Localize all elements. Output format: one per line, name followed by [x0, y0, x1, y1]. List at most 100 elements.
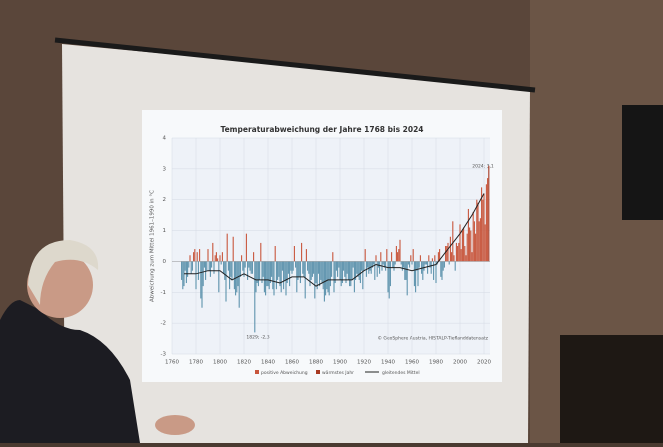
y-tick-label: 4	[163, 136, 167, 142]
bar	[386, 249, 388, 262]
bar	[190, 261, 192, 274]
bar	[369, 261, 371, 271]
bar	[189, 255, 191, 262]
bar	[367, 261, 369, 268]
y-tick-label: -3	[161, 352, 167, 358]
bar	[457, 246, 459, 262]
bar	[285, 261, 287, 296]
bar	[309, 261, 311, 287]
legend-swatch	[316, 370, 320, 374]
bar	[329, 261, 331, 287]
bar	[448, 261, 450, 265]
plot: -3 -2 -1 0 1 2 3 4 1760 1780 1800 1820 1840 1860 1880 1…	[161, 136, 492, 377]
bar	[193, 252, 195, 262]
bar	[295, 261, 297, 268]
bar	[394, 261, 396, 265]
bar	[463, 227, 465, 262]
bar	[363, 261, 365, 271]
bar	[460, 249, 462, 262]
bar	[442, 261, 444, 271]
bar	[261, 261, 263, 284]
bar	[196, 252, 198, 262]
x-tick-label: 1780	[189, 360, 203, 366]
bar	[325, 261, 327, 296]
bar	[387, 261, 389, 293]
bar	[423, 261, 425, 271]
bar	[320, 261, 322, 280]
bar	[243, 261, 245, 277]
bar	[484, 224, 486, 262]
bar	[249, 261, 251, 271]
plot-bg	[172, 138, 490, 354]
x-tick-label: 1860	[285, 360, 299, 366]
x-tick-label: 1760	[165, 360, 179, 366]
bar	[471, 252, 473, 262]
bar	[291, 261, 293, 274]
bar	[201, 261, 203, 308]
bar	[449, 236, 451, 262]
bar	[214, 255, 216, 262]
bar	[355, 261, 357, 280]
bar	[356, 261, 358, 274]
bar	[290, 261, 292, 271]
bar	[286, 261, 288, 284]
bar	[452, 221, 454, 262]
bar	[315, 261, 317, 284]
bar	[358, 261, 360, 280]
x-tick-label: 1920	[357, 360, 371, 366]
bar	[237, 261, 239, 287]
bar	[265, 261, 267, 296]
legend-label: gleitendes Mittel	[382, 370, 420, 376]
bar	[338, 261, 340, 268]
bar	[385, 261, 387, 271]
bar	[213, 261, 215, 274]
bar	[229, 261, 231, 290]
bar	[239, 261, 241, 277]
bar	[389, 261, 391, 287]
bar	[445, 246, 447, 262]
bar	[195, 261, 197, 290]
bar	[331, 261, 333, 277]
bar	[231, 261, 233, 280]
bar	[446, 246, 448, 262]
bar	[346, 261, 348, 274]
x-tick-label: 1940	[381, 360, 395, 366]
bar	[273, 261, 275, 296]
bar	[337, 261, 339, 277]
bar	[220, 261, 222, 265]
bar	[425, 261, 427, 265]
legend-label: wärmstes Jahr	[322, 370, 354, 376]
bar	[215, 252, 217, 262]
bar	[364, 249, 366, 262]
bar	[376, 261, 378, 277]
bar	[253, 252, 255, 262]
bar	[271, 261, 273, 277]
bar	[476, 199, 478, 262]
x-tick-label: 1800	[213, 360, 227, 366]
y-tick-label: -2	[161, 321, 166, 327]
bar	[437, 252, 439, 262]
chart-title: Temperaturabweichung der Jahre 1768 bis …	[220, 125, 423, 134]
bar	[427, 261, 429, 274]
bar	[430, 261, 432, 274]
bar	[181, 261, 183, 280]
bar	[359, 261, 361, 284]
bar	[311, 261, 313, 277]
bar	[458, 242, 460, 262]
bar	[226, 233, 228, 262]
bar	[250, 261, 252, 274]
bar	[343, 261, 345, 271]
x-tick-label: 1980	[429, 360, 443, 366]
bar	[241, 255, 243, 262]
bar	[411, 261, 413, 265]
bar	[464, 246, 466, 262]
bar	[465, 255, 467, 262]
bar	[233, 261, 235, 290]
y-tick-label: 1	[163, 228, 167, 234]
bar	[351, 261, 353, 280]
bar	[287, 261, 289, 274]
bar	[413, 261, 415, 287]
bar	[404, 261, 406, 280]
x-tick-label: 2000	[453, 360, 467, 366]
